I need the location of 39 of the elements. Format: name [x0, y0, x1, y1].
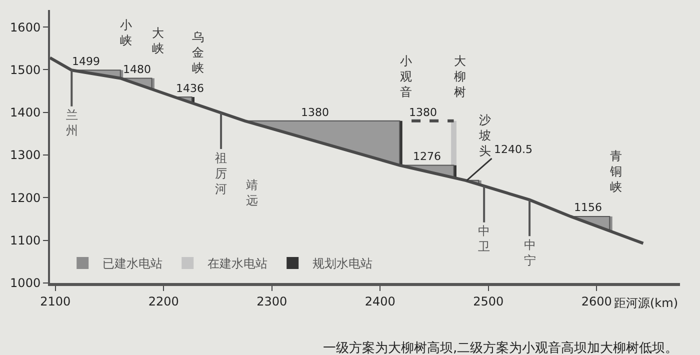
- annotation: 大柳树: [454, 54, 466, 100]
- x-tick-label: 2200: [148, 294, 179, 308]
- y-tick-label: 1200: [10, 190, 41, 205]
- legend-label: 在建水电站: [208, 256, 268, 271]
- annotation: 大峡: [152, 26, 164, 56]
- annotation: 小观音: [400, 54, 412, 100]
- annotation: 小峡: [120, 18, 132, 48]
- x-tick-label: 2400: [364, 294, 396, 308]
- x-axis-title: 距河源(km): [614, 296, 678, 310]
- legend-label: 规划水电站: [312, 256, 373, 271]
- x-tick-label: 2300: [256, 294, 288, 308]
- text: 一级方案为大柳树高坝,二级方案为小观音高坝加大柳树低坝。: [323, 340, 678, 355]
- annotation: 1240.5: [494, 143, 532, 156]
- legend-label: 已建水电站: [102, 256, 163, 271]
- x-tick-label: 2100: [40, 294, 71, 308]
- annotation: 1380: [301, 106, 329, 119]
- annotation: 1380: [409, 106, 437, 119]
- y-tick-label: 1100: [10, 234, 41, 248]
- annotation: 祖厉河: [215, 151, 227, 196]
- y-tick-label: 1400: [10, 106, 41, 120]
- annotation: 乌金峡: [192, 30, 204, 76]
- annotation: 沙坡头: [478, 113, 491, 158]
- y-tick-label: 1500: [10, 62, 41, 77]
- annotation: 1156: [574, 201, 602, 214]
- y-tick-label: 1300: [10, 148, 41, 162]
- x-tick-label: 2600: [581, 294, 612, 308]
- bar: [451, 120, 456, 166]
- annotation: 1436: [176, 82, 204, 95]
- annotation: 青铜峡: [609, 149, 622, 194]
- annotation: 靖远: [246, 178, 258, 208]
- annotation: 兰州: [66, 108, 78, 138]
- annotation: 中宁: [524, 238, 536, 268]
- annotation: 中卫: [478, 224, 490, 254]
- y-tick-label: 1600: [10, 20, 41, 34]
- x-tick-label: 2500: [473, 294, 504, 308]
- annotation: 1276: [413, 150, 441, 163]
- annotation: 1499: [72, 55, 100, 68]
- y-tick-label: 1000: [10, 276, 41, 290]
- annotation: 1480: [123, 63, 151, 76]
